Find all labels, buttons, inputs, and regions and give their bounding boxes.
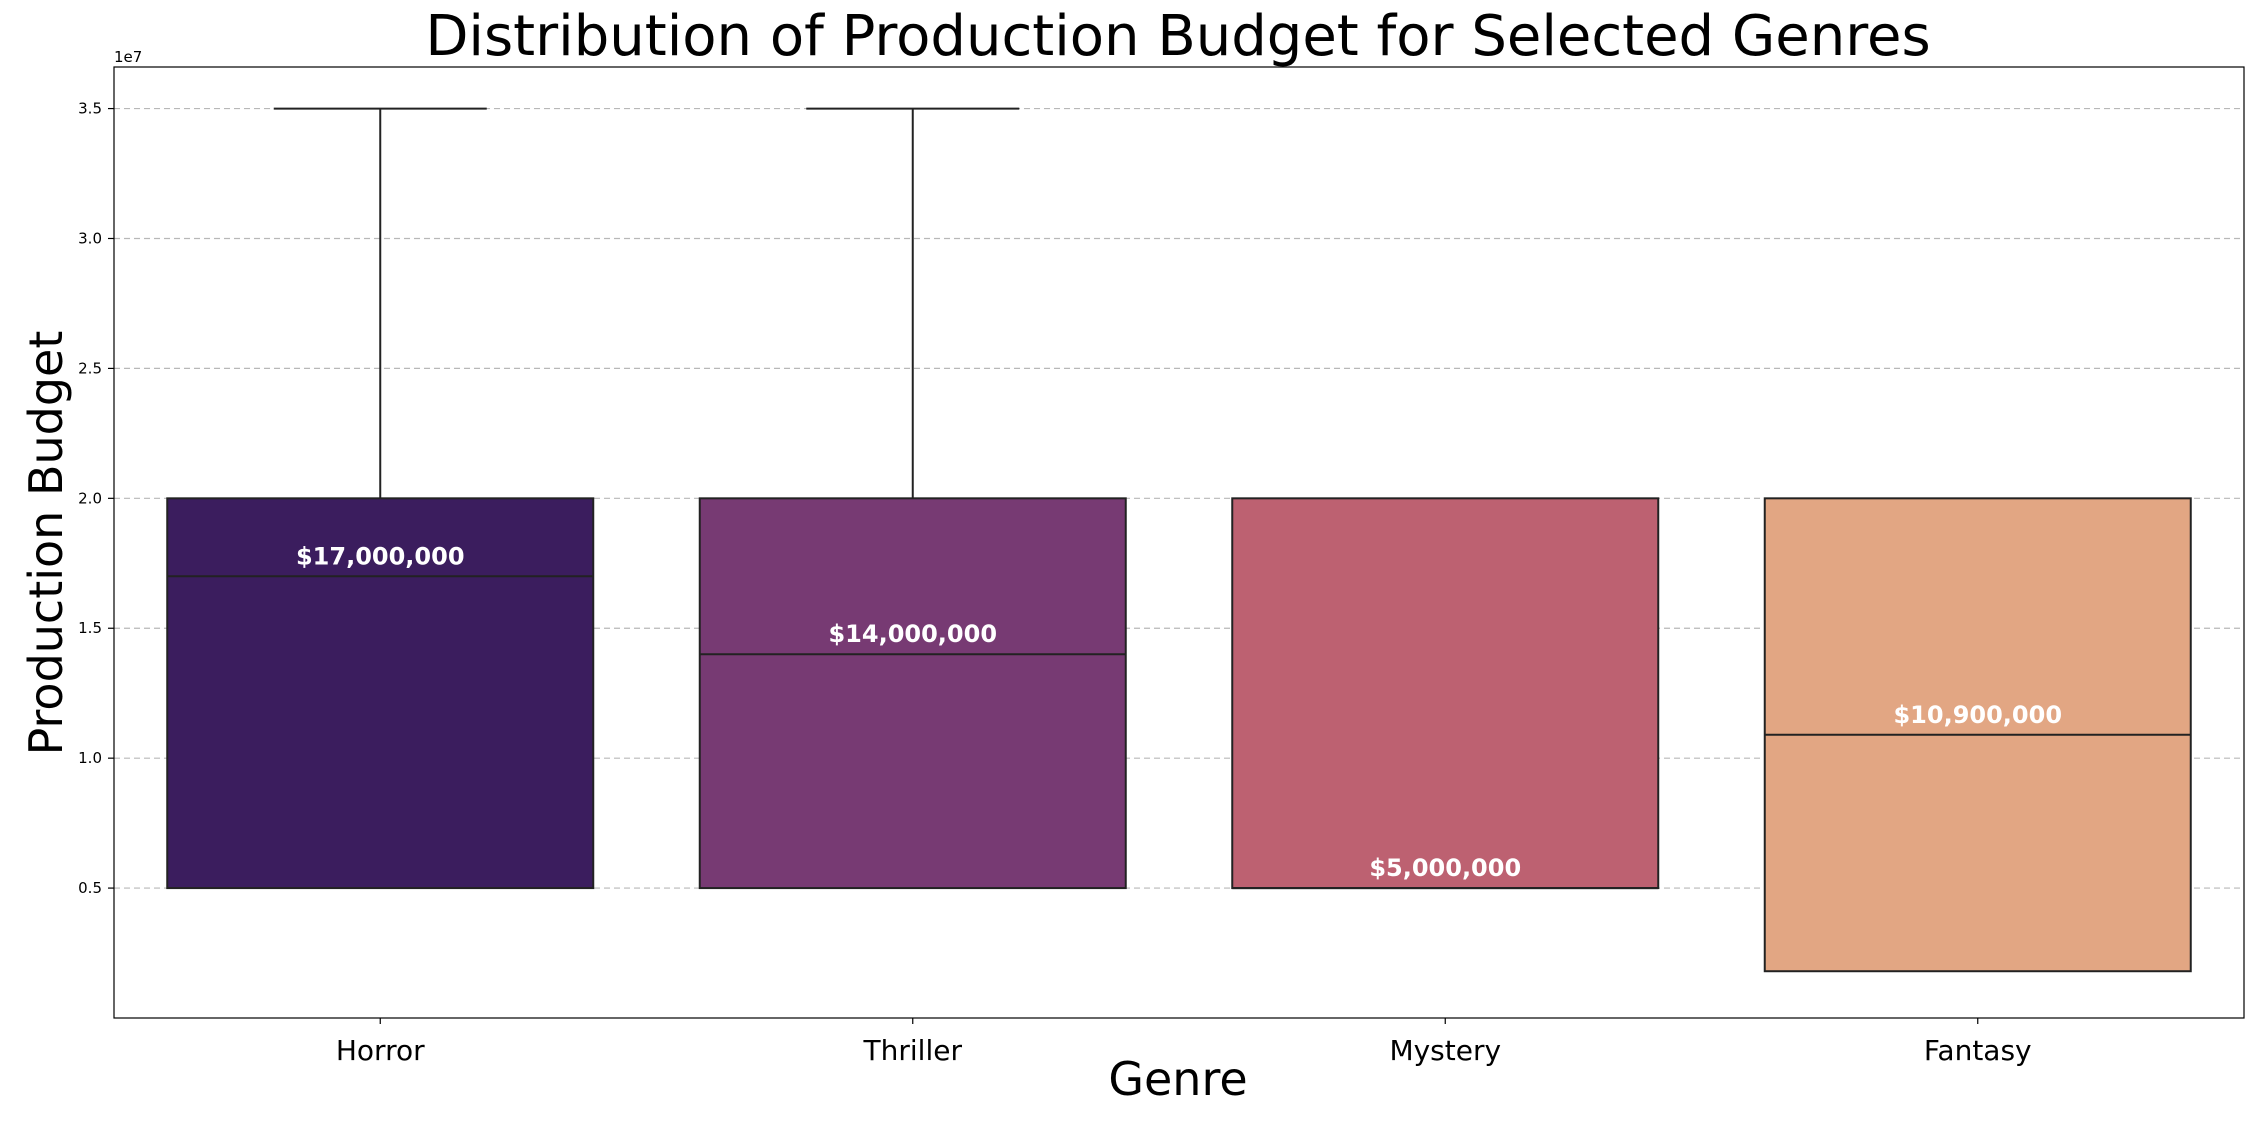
median-labels: $17,000,000 $14,000,000 $5,000,000 $10,900,… — [296, 542, 2062, 882]
chart-title: Distribution of Production Budget for Se… — [425, 4, 1930, 69]
plot-frame — [113, 66, 2245, 1019]
y-tick-label: 1.5 — [78, 619, 102, 637]
y-tick-label: 2.5 — [78, 359, 102, 377]
box-mystery — [1231, 497, 1660, 890]
y-tick-label: 1.0 — [78, 749, 102, 767]
y-axis-label: Production Budget — [19, 331, 73, 756]
y-tick-label: 0.5 — [78, 879, 102, 897]
box-rect — [1231, 497, 1660, 890]
x-axis-label: Genre — [1108, 1052, 1247, 1106]
x-tick-label: Thriller — [863, 1034, 963, 1067]
median-label-horror: $17,000,000 — [296, 542, 465, 570]
box-fantasy — [1763, 497, 2192, 973]
median-label-fantasy: $10,900,000 — [1893, 701, 2062, 729]
boxes — [166, 107, 2192, 973]
box-horror — [166, 107, 595, 890]
y-tick-label: 2.0 — [78, 489, 102, 507]
x-tick-label: Fantasy — [1924, 1034, 2032, 1067]
box-rect — [166, 497, 595, 890]
y-tick-label: 3.5 — [78, 100, 102, 118]
x-ticks: Horror Thriller Mystery Fantasy — [336, 1018, 2032, 1067]
box-rect — [698, 497, 1127, 890]
y-ticks: 0.5 1.0 1.5 2.0 2.5 3.0 3.5 — [78, 100, 114, 897]
box-thriller — [698, 107, 1127, 890]
x-tick-label: Horror — [336, 1034, 425, 1067]
x-tick-label: Mystery — [1389, 1034, 1501, 1067]
y-tick-label: 3.0 — [78, 229, 102, 247]
y-offset-text: 1e7 — [114, 48, 142, 66]
median-label-mystery: $5,000,000 — [1369, 854, 1521, 882]
median-label-thriller: $14,000,000 — [828, 620, 997, 648]
